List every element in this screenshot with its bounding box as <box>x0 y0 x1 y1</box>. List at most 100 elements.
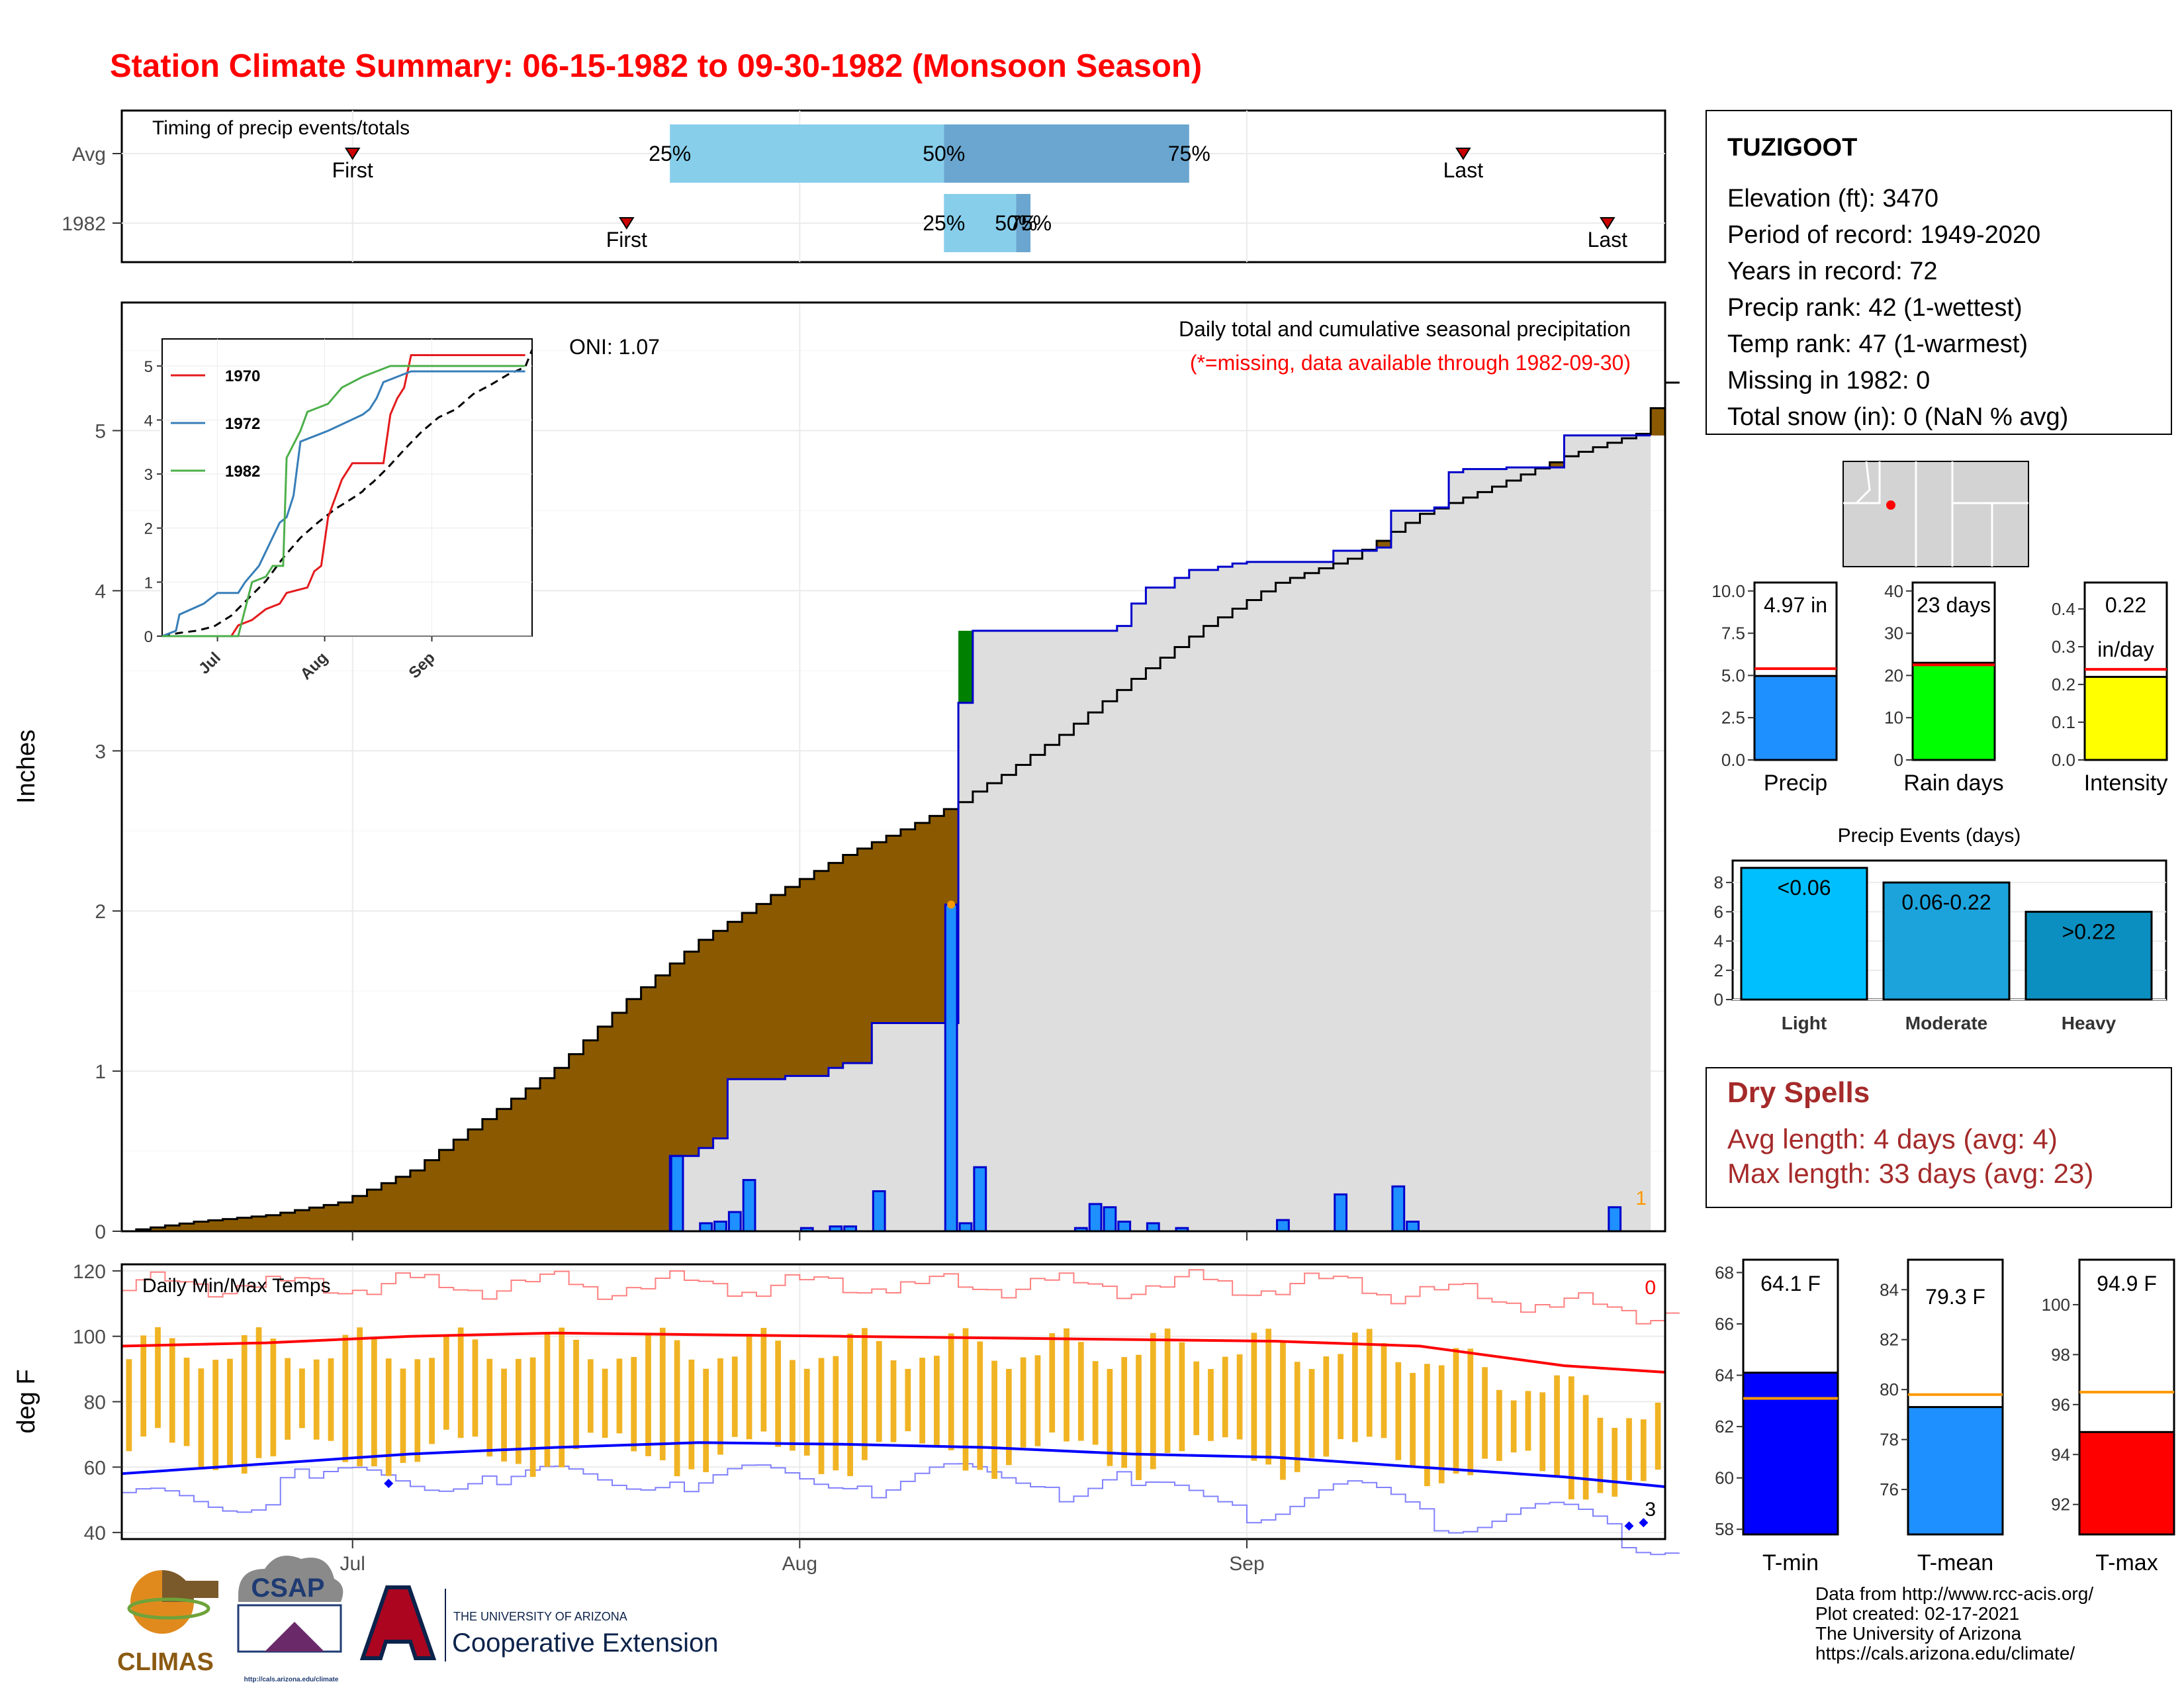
below-average-fill <box>814 870 829 1076</box>
temp-summary-label: T-min <box>1762 1550 1819 1575</box>
main-ytick-label: 3 <box>95 741 106 763</box>
daily-precip-bar <box>742 1179 756 1233</box>
footer-line: The University of Arizona <box>1815 1623 2022 1644</box>
summary-bar-label: Intensity <box>2084 771 2168 796</box>
temp-ylabel: deg F <box>13 1369 40 1433</box>
below-average-fill <box>915 823 930 1023</box>
precip-event-bar <box>1882 881 2011 1001</box>
daily-temp-bar <box>905 1368 911 1432</box>
inset-legend-label: 1972 <box>225 415 260 433</box>
summary-ytick-label: 0.0 <box>2052 750 2075 770</box>
temp-summary-value: 79.3 F <box>1925 1285 1985 1309</box>
record-low-marker <box>1624 1521 1634 1531</box>
ua-logo-bottom-text: Cooperative Extension <box>452 1628 718 1658</box>
daily-temp-bar <box>270 1338 277 1457</box>
main-subheader: (*=missing, data available through 1982-… <box>1190 351 1631 375</box>
summary-ytick-label: 0.0 <box>1721 750 1745 770</box>
timing-q50-q75-bar <box>1016 194 1031 252</box>
temp-summary-ytick-label: 62 <box>1715 1417 1734 1436</box>
average-tmin-line <box>121 1441 1666 1488</box>
summary-ytick-label: 0.3 <box>2052 637 2075 657</box>
temp-summary-ytick-label: 98 <box>2051 1344 2070 1364</box>
footer-line: Plot created: 02-17-2021 <box>1815 1603 2020 1624</box>
below-average-fill <box>511 1098 526 1231</box>
below-average-fill <box>193 1221 209 1231</box>
below-average-fill <box>785 886 800 1076</box>
precip-events-ytick-label: 2 <box>1714 961 1723 980</box>
timing-event-label: Last <box>1588 228 1628 252</box>
daily-precip-bar <box>713 1220 727 1233</box>
daily-temp-bar <box>155 1327 161 1429</box>
daily-temp-bar <box>313 1359 320 1440</box>
below-average-fill <box>453 1139 469 1231</box>
daily-temp-bar <box>1467 1348 1474 1476</box>
daily-temp-bar <box>1626 1418 1632 1481</box>
daily-temp-bar <box>1193 1361 1200 1436</box>
below-average-fill <box>352 1196 368 1231</box>
daily-temp-bar <box>1222 1356 1228 1438</box>
daily-temp-bar <box>241 1335 248 1474</box>
daily-temp-bar <box>501 1368 507 1462</box>
below-average-fill <box>1549 462 1565 468</box>
temp-summary-value: 94.9 F <box>2097 1272 2157 1295</box>
temp-summary-value: 64.1 F <box>1760 1272 1821 1295</box>
daily-temp-bar <box>890 1360 897 1442</box>
inset-ytick-label: 3 <box>144 466 153 484</box>
below-average-fill <box>295 1210 310 1231</box>
daily-temp-bar <box>227 1358 233 1468</box>
below-average-fill <box>612 1013 627 1231</box>
daily-temp-bar <box>385 1358 392 1476</box>
below-average-fill <box>554 1068 570 1231</box>
daily-temp-bar <box>703 1368 709 1472</box>
timing-marker <box>1455 148 1471 160</box>
daily-temp-bar <box>833 1356 839 1471</box>
below-average-fill <box>179 1223 195 1231</box>
daily-temp-bar <box>1323 1356 1330 1457</box>
summary-bar <box>2083 676 2168 761</box>
summary-ytick-label: 7.5 <box>1721 624 1745 643</box>
csap-logo-url: http://cals.arizona.edu/climate <box>244 1676 339 1683</box>
summary-ytick-label: 0 <box>1894 750 1903 770</box>
daily-precip-bar <box>670 1154 684 1233</box>
precip-event-bar <box>2025 910 2153 1001</box>
daily-temp-bar <box>529 1357 536 1477</box>
timing-row-label: Avg <box>72 144 106 165</box>
locator-map <box>1843 461 2029 567</box>
daily-temp-bar <box>1482 1367 1488 1459</box>
daily-temp-bar <box>1236 1354 1243 1440</box>
daily-temp-bar <box>183 1358 190 1446</box>
daily-precip-bar <box>1608 1206 1622 1233</box>
inset-frame <box>161 338 533 637</box>
timing-marker <box>344 148 361 160</box>
temp-ytick-label: 40 <box>84 1523 106 1544</box>
below-average-fill <box>410 1170 426 1231</box>
main-header: Daily total and cumulative seasonal prec… <box>1179 317 1631 341</box>
daily-temp-bar <box>140 1335 147 1437</box>
station-info-line: Years in record: 72 <box>1727 258 1938 285</box>
below-average-fill <box>770 895 786 1080</box>
daily-temp-bar <box>1164 1328 1171 1453</box>
record-low-marker <box>384 1479 394 1489</box>
below-average-fill <box>742 913 757 1080</box>
daily-temp-bar <box>1251 1333 1257 1461</box>
temp-summary-ytick-label: 58 <box>1715 1519 1734 1539</box>
summary-ytick-label: 30 <box>1884 624 1903 643</box>
station-info-line: Elevation (ft): 3470 <box>1727 185 1938 212</box>
temp-summary-ytick-label: 100 <box>2042 1295 2070 1315</box>
below-average-fill <box>251 1216 267 1231</box>
daily-temp-bar <box>631 1356 637 1452</box>
csap-logo-cloud <box>238 1556 343 1602</box>
below-average-fill <box>598 1026 613 1231</box>
below-average-fill <box>684 951 700 1156</box>
daily-temp-bar <box>198 1368 205 1468</box>
below-average-fill <box>929 816 944 1023</box>
station-info-line: Precip rank: 42 (1-wettest) <box>1727 294 2023 322</box>
summary-ytick-label: 10 <box>1884 708 1903 727</box>
summary-bar-label: Precip <box>1764 771 1827 796</box>
csap-logo-text: CSAP <box>251 1573 324 1603</box>
below-average-fill <box>655 975 670 1231</box>
dry-spells-title: Dry Spells <box>1727 1076 1870 1109</box>
daily-precip-bar <box>1117 1220 1132 1233</box>
below-average-fill <box>237 1217 252 1231</box>
summary-bar <box>1911 661 1996 761</box>
